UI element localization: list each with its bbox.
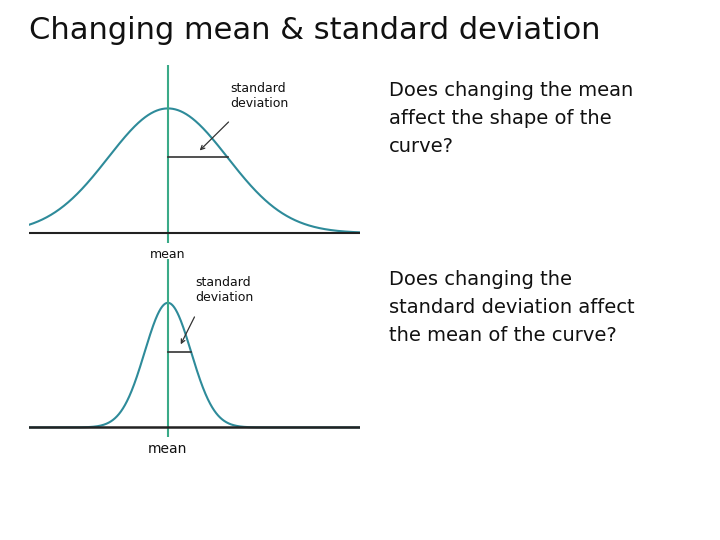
- Text: mean: mean: [150, 248, 186, 261]
- Text: mean: mean: [148, 442, 188, 456]
- Text: Changing mean & standard deviation: Changing mean & standard deviation: [29, 16, 600, 45]
- Text: Does changing the mean
affect the shape of the
curve?: Does changing the mean affect the shape …: [389, 81, 633, 156]
- Text: Does changing the
standard deviation affect
the mean of the curve?: Does changing the standard deviation aff…: [389, 270, 634, 345]
- Text: standard
deviation: standard deviation: [196, 276, 254, 305]
- Text: standard
deviation: standard deviation: [230, 82, 289, 110]
